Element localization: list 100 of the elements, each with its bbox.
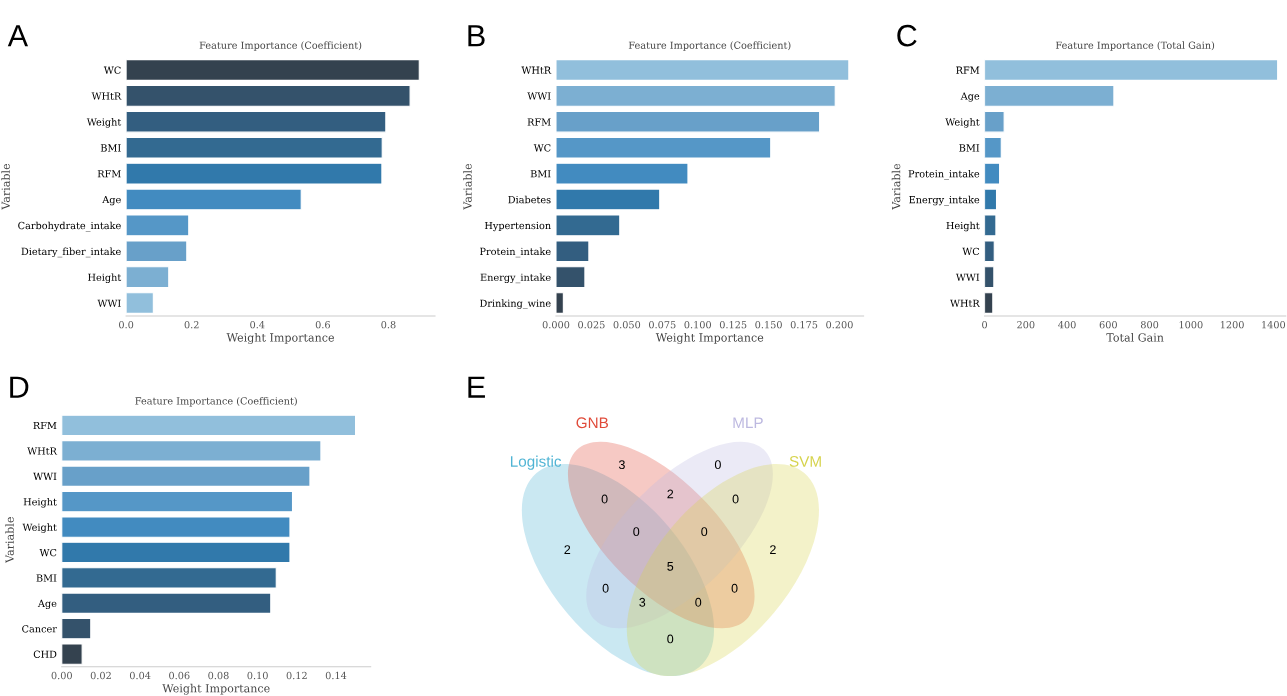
x-tick-label: 0.000 [542, 321, 570, 329]
y-tick-label: WHtR [27, 447, 58, 455]
legend-label: SVM [789, 456, 821, 467]
x-axis-title: Weight Importance [226, 333, 335, 344]
y-tick-label: Protein_intake [908, 169, 980, 180]
y-tick-label: Height [88, 273, 122, 283]
legend-label: Logistic [510, 455, 562, 470]
bar [126, 188, 302, 211]
text: 3 [618, 460, 625, 470]
text: 0 [667, 634, 674, 644]
x-tick-label: 0.06 [169, 671, 190, 680]
bar [61, 592, 272, 614]
y-tick-label: Dietary_fiber_intake [21, 247, 121, 258]
x-tick-label: 800 [1140, 321, 1159, 329]
y-tick-label: Age [960, 92, 980, 102]
bar [126, 266, 170, 289]
x-tick-label: 1000 [1179, 321, 1203, 329]
text: 0 [714, 460, 721, 470]
text: 0 [695, 597, 702, 607]
x-tick-label: 200 [1017, 321, 1035, 329]
y-tick-label: WHtR [91, 92, 122, 100]
y-tick-label: WC [962, 247, 980, 256]
text: C [897, 24, 917, 47]
y-tick-label: WWI [33, 472, 57, 480]
y-tick-label: Cancer [22, 625, 57, 633]
x-tick-label: 1400 [1262, 321, 1286, 329]
bar [984, 84, 1115, 107]
x-tick-label: 0.100 [684, 321, 711, 329]
y-tick-label: WWI [97, 299, 121, 307]
y-tick-label: Age [102, 196, 121, 206]
text: 0 [732, 494, 739, 504]
x-tick-label: 0.0 [119, 321, 134, 329]
y-tick-label: Drinking_wine [480, 299, 551, 310]
y-tick-label: WHtR [950, 299, 980, 307]
bar [126, 84, 411, 107]
bar [61, 440, 322, 462]
text: 0 [602, 583, 609, 593]
y-tick-label: WC [533, 144, 551, 152]
x-tick-label: 0.125 [719, 321, 747, 329]
bar [126, 59, 420, 81]
y-tick-label: Weight [945, 118, 980, 128]
y-tick-label: Diabetes [508, 195, 551, 204]
x-tick-label: 0.12 [286, 671, 307, 680]
x-tick-label: 400 [1058, 321, 1076, 329]
bar [984, 240, 995, 263]
bar [126, 214, 190, 237]
bar [984, 59, 1279, 81]
y-tick-label: Hypertension [484, 221, 551, 232]
bar [126, 136, 383, 159]
y-tick-label: BMI [530, 170, 551, 178]
bar [555, 266, 586, 289]
y-tick-label: BMI [959, 144, 980, 152]
bar [555, 292, 564, 314]
chart-title: Feature Importance (Coefficient) [628, 41, 791, 51]
x-tick-label: 1200 [1220, 321, 1244, 329]
bar [61, 516, 291, 538]
bar [555, 214, 621, 237]
y-tick-label: Energy_intake [480, 273, 551, 284]
text: 3 [639, 597, 646, 607]
y-tick-label: Age [37, 599, 57, 610]
bar [61, 414, 357, 437]
y-tick-label: Carbohydrate_intake [18, 221, 121, 232]
x-tick-label: 0.150 [755, 321, 782, 329]
x-tick-label: 0.02 [90, 671, 111, 680]
x-tick-label: 0.2 [184, 321, 199, 329]
y-tick-label: Height [23, 497, 57, 508]
bar [61, 643, 83, 665]
y-tick-label: WHtR [521, 66, 552, 74]
text: A [7, 25, 29, 47]
y-tick-label: WC [103, 66, 121, 74]
y-axis-title: Variable [463, 163, 472, 210]
bar [555, 59, 850, 81]
y-tick-label: Weight [22, 523, 57, 533]
y-tick-label: Protein_intake [480, 247, 551, 258]
x-tick-label: 0.14 [325, 671, 347, 680]
text: 2 [564, 545, 571, 554]
x-axis-title: Weight Importance [655, 333, 764, 344]
y-tick-label: RFM [33, 422, 57, 430]
y-tick-label: RFM [956, 66, 980, 74]
x-axis-title: Total Gain [1106, 333, 1164, 342]
y-axis-title: Variable [5, 517, 14, 564]
bar [984, 292, 994, 314]
bar [61, 465, 311, 487]
bar [555, 240, 590, 263]
text: 0 [633, 527, 640, 537]
bar [984, 214, 997, 237]
text: 2 [770, 545, 776, 554]
x-tick-label: 0.8 [381, 321, 396, 329]
y-axis-title: Variable [1, 163, 10, 210]
x-tick-label: 0.6 [315, 321, 330, 329]
bar [61, 490, 294, 513]
bar [126, 162, 383, 185]
y-tick-label: BMI [36, 574, 57, 582]
text: 0 [701, 527, 708, 537]
y-tick-label: BMI [100, 144, 121, 152]
y-tick-label: Energy_intake [909, 195, 980, 206]
chart-title: Feature Importance (Total Gain) [1055, 41, 1215, 51]
bar [984, 266, 995, 289]
text: 2 [667, 489, 674, 499]
bar [984, 136, 1002, 159]
